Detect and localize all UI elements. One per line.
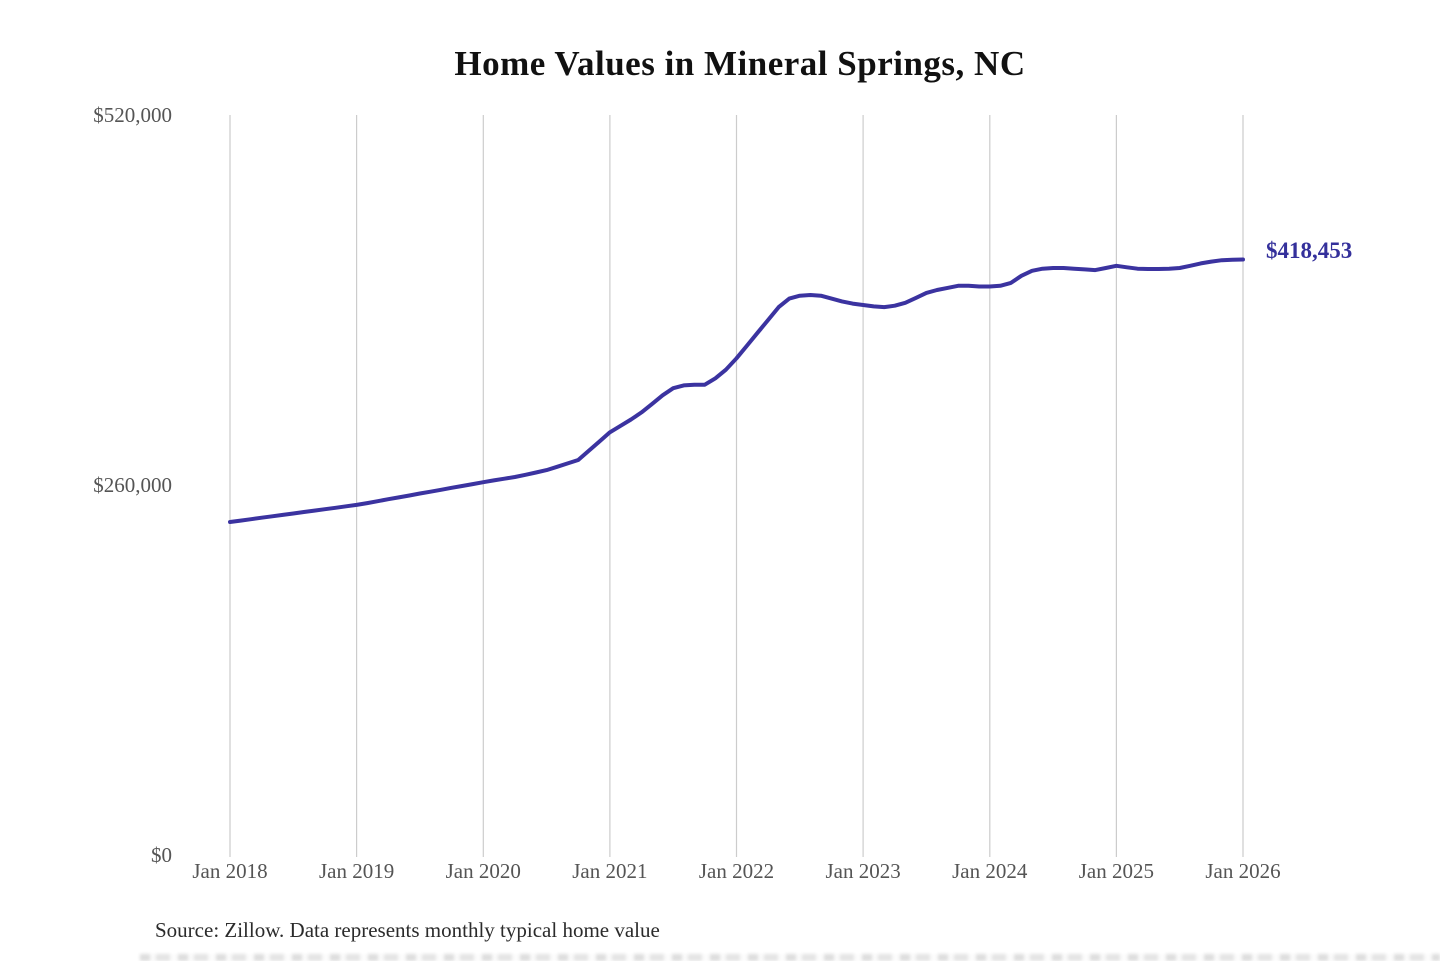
- x-axis-tick-label: Jan 2021: [572, 859, 648, 883]
- x-axis-tick-label: Jan 2023: [825, 859, 901, 883]
- x-axis: Jan 2018 Jan 2019 Jan 2020 Jan 2021 Jan 2022…: [192, 857, 1280, 889]
- latest-value-annotation: $418,453: [1266, 238, 1353, 263]
- x-axis-tick-label: Jan 2026: [1205, 859, 1281, 883]
- y-axis-tick-label: $0: [151, 843, 172, 867]
- home-value-line: [228, 257, 1245, 524]
- x-axis-tick-label: Jan 2018: [192, 859, 268, 883]
- x-axis-tick-label: Jan 2024: [952, 859, 1028, 883]
- x-axis-tick-label: Jan 2019: [319, 859, 395, 883]
- x-axis-tick-label: Jan 2020: [445, 859, 521, 883]
- chart-title: Home Values in Mineral Springs, NC: [454, 44, 1026, 83]
- y-axis-tick-label: $520,000: [93, 103, 172, 127]
- source-note: Source: Zillow. Data represents monthly …: [155, 918, 660, 942]
- x-axis-tick-label: Jan 2025: [1078, 859, 1154, 883]
- y-axis-tick-label: $260,000: [93, 473, 172, 497]
- cropped-text-remnant: [140, 954, 1440, 961]
- x-axis-tick-label: Jan 2022: [698, 859, 775, 883]
